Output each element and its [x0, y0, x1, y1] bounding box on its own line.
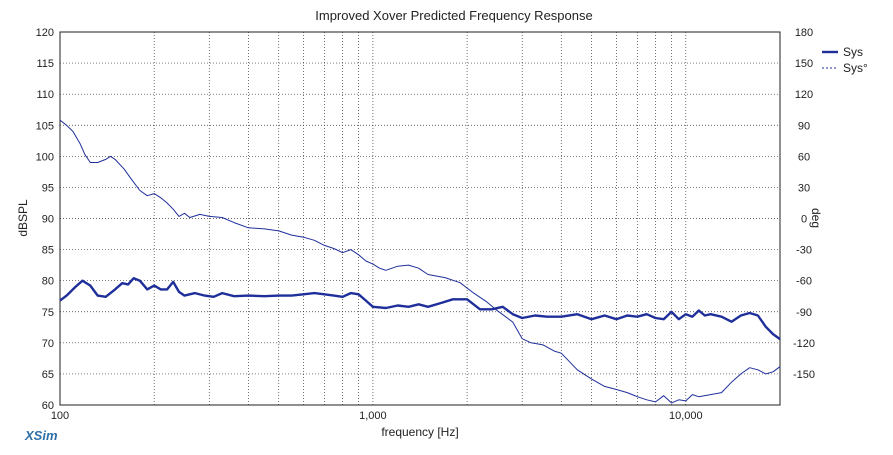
y2-tick-label: -90	[796, 307, 812, 319]
y-tick-label: 90	[42, 214, 54, 226]
x-tick-label: 10,000	[669, 410, 703, 422]
y2-tick-label: 120	[795, 89, 813, 101]
series-line-spl	[59, 277, 781, 341]
tick-labels: 60 65 70 75 80 85 90 95 100 105 110 115 120 -150 -120 -…	[36, 27, 815, 422]
y-tick-label: 105	[36, 120, 54, 132]
y-tick-label: 100	[36, 151, 54, 163]
xsim-watermark: XSim	[25, 428, 58, 443]
y-tick-label: 115	[36, 58, 54, 70]
y2-tick-label: -150	[793, 369, 815, 381]
y2-tick-label: -120	[793, 338, 815, 350]
x-tick-label: 1,000	[359, 410, 387, 422]
y-tick-label: 60	[42, 400, 54, 412]
y2-tick-label: 150	[795, 58, 813, 70]
y2-axis-label: deg	[809, 208, 823, 228]
y-tick-label: 75	[42, 307, 54, 319]
x-axis-label: frequency [Hz]	[381, 425, 458, 439]
y-tick-label: 95	[42, 182, 54, 194]
y2-tick-label: 90	[798, 120, 810, 132]
y-tick-label: 65	[42, 369, 54, 381]
plot-frame	[59, 31, 781, 406]
y2-tick-label: 60	[798, 151, 810, 163]
x-tick-label: 100	[51, 410, 69, 422]
y2-tick-label: 0	[801, 214, 807, 226]
y-tick-label: 70	[42, 338, 54, 350]
y-axis-label: dBSPL	[16, 199, 30, 237]
legend-label: Sys°	[843, 61, 868, 75]
series-line-phase	[59, 119, 781, 404]
legend-label: Sys	[843, 45, 863, 59]
y-tick-label: 120	[36, 27, 54, 39]
y2-tick-label: 30	[798, 182, 810, 194]
y-tick-label: 110	[36, 89, 54, 101]
y2-tick-label: -60	[796, 276, 812, 288]
y2-tick-label: -30	[796, 245, 812, 257]
y-tick-label: 80	[42, 276, 54, 288]
series-layer	[59, 119, 781, 404]
grid	[60, 32, 780, 405]
y2-tick-label: 180	[795, 27, 813, 39]
legend: Sys Sys°	[822, 45, 868, 75]
chart-title: Improved Xover Predicted Frequency Respo…	[315, 8, 592, 23]
y-tick-label: 85	[42, 245, 54, 257]
